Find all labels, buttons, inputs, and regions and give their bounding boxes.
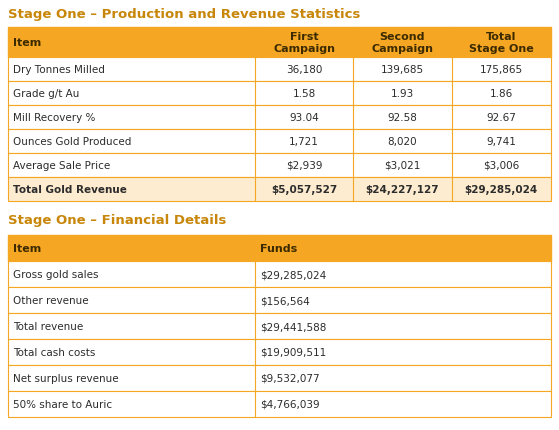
Text: Total cash costs: Total cash costs [13,347,96,357]
Text: $4,766,039: $4,766,039 [260,399,320,409]
Text: First
Campaign: First Campaign [273,32,335,54]
Text: $5,057,527: $5,057,527 [271,184,337,194]
Bar [8,313,551,339]
Text: Stage One – Production and Revenue Statistics: Stage One – Production and Revenue Stati… [8,8,361,21]
Text: $24,227,127: $24,227,127 [366,184,439,194]
Text: 36,180: 36,180 [286,65,323,75]
Text: 93.04: 93.04 [290,113,319,123]
Text: Net surplus revenue: Net surplus revenue [13,373,119,383]
Text: 1.93: 1.93 [391,89,414,99]
Bar [8,287,551,313]
Text: Second
Campaign: Second Campaign [372,32,433,54]
Bar [8,236,551,261]
Text: 1,721: 1,721 [289,137,319,147]
Bar [8,339,551,365]
Bar [8,154,551,178]
Text: 8,020: 8,020 [388,137,418,147]
Text: $3,006: $3,006 [483,161,519,171]
Text: Grade g/t Au: Grade g/t Au [13,89,79,99]
Bar [8,391,551,417]
Bar [8,178,551,202]
Text: Gross gold sales: Gross gold sales [13,269,98,280]
Text: Average Sale Price: Average Sale Price [13,161,110,171]
Text: Total revenue: Total revenue [13,321,83,331]
Text: 175,865: 175,865 [480,65,523,75]
Text: $29,441,588: $29,441,588 [260,321,326,331]
Text: $3,021: $3,021 [384,161,421,171]
Bar [8,130,551,154]
Text: $156,564: $156,564 [260,295,310,305]
Text: Other revenue: Other revenue [13,295,89,305]
Text: Total
Stage One: Total Stage One [469,32,534,54]
Text: Ounces Gold Produced: Ounces Gold Produced [13,137,131,147]
Text: Mill Recovery %: Mill Recovery % [13,113,96,123]
Text: Total Gold Revenue: Total Gold Revenue [13,184,127,194]
Text: $29,285,024: $29,285,024 [260,269,326,280]
Text: Funds: Funds [260,243,297,253]
Text: $29,285,024: $29,285,024 [465,184,538,194]
Bar [8,82,551,106]
Text: 1.86: 1.86 [490,89,513,99]
Text: $2,939: $2,939 [286,161,323,171]
Text: 92.58: 92.58 [387,113,418,123]
Text: 1.58: 1.58 [292,89,316,99]
Text: Stage One – Financial Details: Stage One – Financial Details [8,214,226,227]
Bar [8,365,551,391]
Text: Item: Item [13,243,41,253]
Text: 9,741: 9,741 [486,137,517,147]
Text: Dry Tonnes Milled: Dry Tonnes Milled [13,65,105,75]
Text: $19,909,511: $19,909,511 [260,347,326,357]
Text: $9,532,077: $9,532,077 [260,373,320,383]
Text: Item: Item [13,38,41,48]
Bar [8,58,551,82]
Bar [8,106,551,130]
Text: 139,685: 139,685 [381,65,424,75]
Text: 50% share to Auric: 50% share to Auric [13,399,112,409]
Bar [8,28,551,58]
Text: 92.67: 92.67 [486,113,517,123]
Bar [8,261,551,287]
